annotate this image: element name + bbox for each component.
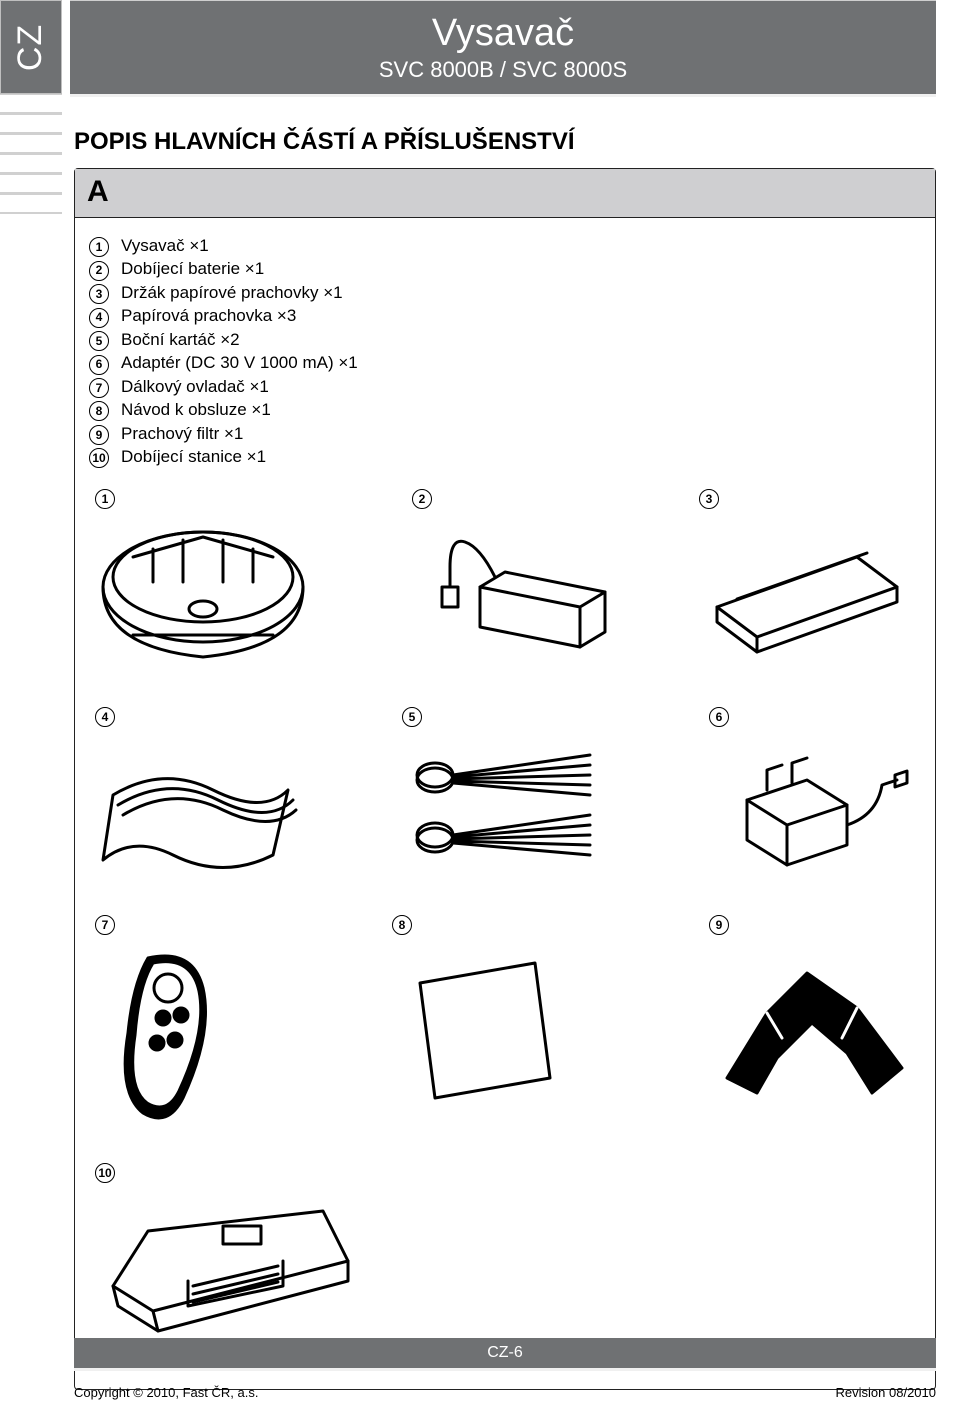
parts-list: 1 Vysavač ×1 2 Dobíjecí baterie ×1 3 Držák … [89, 234, 921, 469]
manual-icon [390, 943, 570, 1113]
item-number: 2 [89, 261, 109, 281]
illustration-row: 7 8 [93, 915, 917, 1133]
illustration-cell: 6 [707, 707, 917, 885]
section-title: POPIS HLAVNÍCH ČÁSTÍ A PŘÍSLUŠENSTVÍ [74, 128, 575, 156]
item-label: Adaptér (DC 30 V 1000 mA) ×1 [121, 351, 358, 374]
grid-number: 9 [709, 915, 729, 935]
illustration-cell: 7 [93, 915, 253, 1133]
remote-icon [93, 943, 253, 1133]
item-number: 10 [89, 448, 109, 468]
illustration-cell: 9 [707, 915, 917, 1133]
grid-number: 1 [95, 489, 115, 509]
tab-stripe [0, 154, 62, 174]
item-number: 9 [89, 425, 109, 445]
battery-icon [410, 517, 610, 677]
header-subtitle: SVC 8000B / SVC 8000S [379, 57, 627, 83]
illustration-cell: 5 [400, 707, 610, 885]
grid-number: 5 [402, 707, 422, 727]
copyright-text: Copyright © 2010, Fast ČR, a.s. [74, 1385, 258, 1400]
item-label: Dálkový ovladač ×1 [121, 375, 269, 398]
dust-filter-icon [707, 943, 917, 1113]
list-item: 5 Boční kartáč ×2 [89, 328, 921, 351]
grid-number: 2 [412, 489, 432, 509]
list-item: 2 Dobíjecí baterie ×1 [89, 257, 921, 280]
illustration-cell: 1 [93, 489, 323, 677]
grid-number: 3 [699, 489, 719, 509]
grid-number: 6 [709, 707, 729, 727]
item-number: 6 [89, 355, 109, 375]
item-label: Dobíjecí stanice ×1 [121, 445, 266, 468]
list-item: 1 Vysavač ×1 [89, 234, 921, 257]
list-item: 9 Prachový filtr ×1 [89, 422, 921, 445]
item-number: 5 [89, 331, 109, 351]
list-item: 3 Držák papírové prachovky ×1 [89, 281, 921, 304]
grid-number: 10 [95, 1163, 115, 1183]
item-label: Držák papírové prachovky ×1 [121, 281, 343, 304]
panel-a: A 1 Vysavač ×1 2 Dobíjecí baterie ×1 3 Držá… [74, 168, 936, 1390]
tab-stripe [0, 134, 62, 154]
list-item: 4 Papírová prachovka ×3 [89, 304, 921, 327]
page-number: CZ-6 [487, 1344, 523, 1362]
panel-a-head: A [75, 169, 935, 218]
grid-number: 4 [95, 707, 115, 727]
grid-number: 8 [392, 915, 412, 935]
side-brush-icon [400, 735, 610, 885]
tab-stripe [0, 114, 62, 134]
adapter-icon [707, 735, 917, 885]
item-label: Vysavač ×1 [121, 234, 209, 257]
page-footer: CZ-6 [74, 1338, 936, 1368]
tab-stripe [0, 194, 62, 214]
illustration-cell: 2 [410, 489, 610, 677]
tab-stripe [0, 94, 62, 114]
list-item: 7 Dálkový ovladač ×1 [89, 375, 921, 398]
page-header: Vysavač SVC 8000B / SVC 8000S [70, 0, 936, 94]
item-number: 8 [89, 401, 109, 421]
panel-a-body: 1 Vysavač ×1 2 Dobíjecí baterie ×1 3 Držák … [75, 218, 935, 1389]
item-number: 7 [89, 378, 109, 398]
item-label: Papírová prachovka ×3 [121, 304, 296, 327]
holder-icon [697, 517, 917, 677]
item-label: Prachový filtr ×1 [121, 422, 243, 445]
revision-text: Revision 08/2010 [836, 1385, 936, 1400]
list-item: 10 Dobíjecí stanice ×1 [89, 445, 921, 468]
panel-letter: A [87, 175, 109, 208]
item-number: 1 [89, 237, 109, 257]
list-item: 6 Adaptér (DC 30 V 1000 mA) ×1 [89, 351, 921, 374]
charging-station-icon [93, 1191, 373, 1341]
illustration-cell: 10 [93, 1163, 373, 1341]
item-label: Návod k obsluze ×1 [121, 398, 271, 421]
illustration-cell: 4 [93, 707, 303, 885]
grid-number: 7 [95, 915, 115, 935]
illustration-cell: 8 [390, 915, 570, 1133]
language-tab: CZ [0, 0, 62, 94]
illustration-cell: 3 [697, 489, 917, 677]
item-label: Boční kartáč ×2 [121, 328, 240, 351]
paper-pad-icon [93, 735, 303, 885]
tab-stripe [0, 174, 62, 194]
illustration-row: 10 [93, 1163, 917, 1341]
header-title: Vysavač [432, 12, 574, 55]
item-label: Dobíjecí baterie ×1 [121, 257, 264, 280]
vacuum-icon [93, 517, 323, 677]
side-tab-column: CZ [0, 0, 62, 1418]
language-tab-label: CZ [11, 23, 50, 70]
item-number: 3 [89, 284, 109, 304]
illustration-row: 1 2 [93, 489, 917, 677]
list-item: 8 Návod k obsluze ×1 [89, 398, 921, 421]
item-number: 4 [89, 308, 109, 328]
illustration-row: 4 5 [93, 707, 917, 885]
